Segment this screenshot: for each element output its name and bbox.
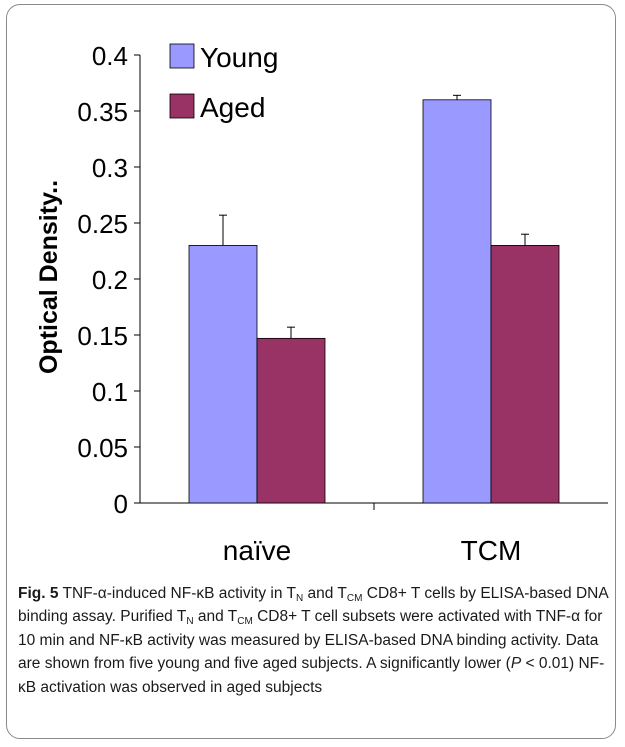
bar-young-0 xyxy=(188,244,258,504)
caption-text: TNF-α-induced NF-κB activity in T xyxy=(58,585,296,602)
chart-legend: Young Aged xyxy=(169,42,278,123)
caption-sub: CM xyxy=(346,593,363,604)
y-tick-label: 0.1 xyxy=(92,377,128,407)
y-tick-label: 0.4 xyxy=(92,41,128,71)
y-tick-label: 0 xyxy=(114,489,128,519)
y-tick-label: 0.35 xyxy=(77,97,128,127)
caption-text: and T xyxy=(303,585,347,602)
chart-bars xyxy=(188,94,560,504)
bar-aged-1 xyxy=(490,244,560,504)
caption-text: CD8+ T cell subsets were activated with … xyxy=(18,608,603,673)
legend-swatch-aged xyxy=(169,93,195,119)
bar-chart: 0 0.05 0.1 0.15 0.2 0.25 0.3 0.35 0.4 naïve TCM Yo… xyxy=(35,41,608,566)
caption-sub: CM xyxy=(237,616,253,628)
y-tick-label: 0.3 xyxy=(92,153,128,183)
caption-sub: N xyxy=(186,616,194,628)
chart-ticks: 0 0.05 0.1 0.15 0.2 0.25 0.3 0.35 0.4 naïve TCM xyxy=(77,41,521,566)
bar-young-1 xyxy=(422,99,492,504)
y-axis-label: Optical Density.. xyxy=(35,180,63,374)
caption-text: CD8+ T cells by ELISA-based DNA binding … xyxy=(18,585,608,626)
bar-aged-0 xyxy=(256,337,326,504)
y-tick-label: 0.2 xyxy=(92,265,128,295)
legend-swatch-young xyxy=(169,43,195,69)
caption-italic: P xyxy=(510,655,522,673)
figure-caption: Fig. 5 TNF-α-induced NF-κB activity in T… xyxy=(18,582,608,699)
caption-text: < 0.01) NF-κB activation was observed in… xyxy=(18,655,605,696)
legend-label-young: Young xyxy=(200,42,278,73)
legend-label-aged: Aged xyxy=(200,92,265,123)
y-tick-label: 0.25 xyxy=(77,209,128,239)
figure-label: Fig. 5 xyxy=(18,585,59,602)
caption-sub: N xyxy=(295,593,304,604)
y-tick-label: 0.15 xyxy=(77,321,128,351)
x-tick-label: naïve xyxy=(223,535,292,566)
x-tick-label: TCM xyxy=(461,535,522,566)
caption-text: and T xyxy=(193,608,238,626)
y-tick-label: 0.05 xyxy=(77,433,128,463)
